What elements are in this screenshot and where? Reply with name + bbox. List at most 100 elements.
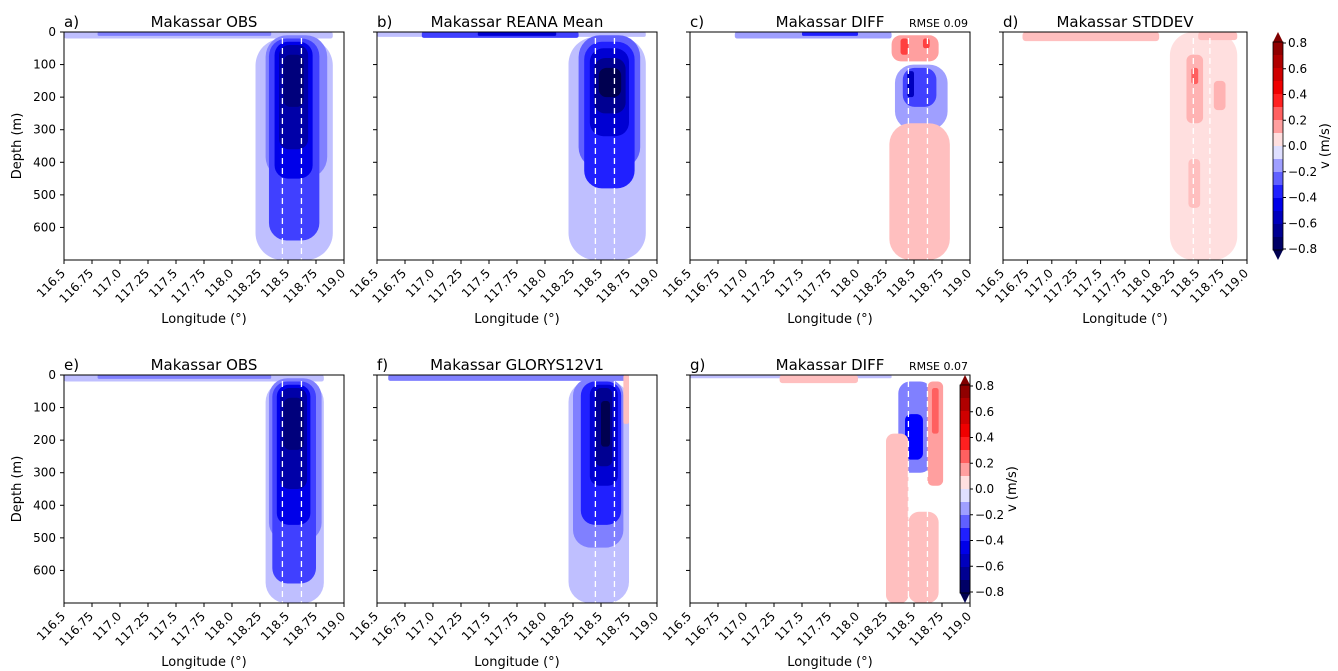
velocity-band <box>1186 54 1204 124</box>
rmse-annotation: RMSE 0.07 <box>909 360 968 373</box>
velocity-field <box>734 32 950 260</box>
y-tick-label: 400 <box>33 498 56 512</box>
colorbar-level <box>1273 224 1283 238</box>
colorbar-level <box>960 463 970 477</box>
colorbar-tick-label: −0.4 <box>975 534 1004 548</box>
panel-title: Makassar OBS <box>151 356 258 374</box>
y-tick-label: 200 <box>33 433 56 447</box>
panel-d: 116.5116.75117.0117.25117.5117.75118.011… <box>973 13 1251 327</box>
velocity-band <box>802 32 858 36</box>
colorbar-level <box>1273 159 1283 173</box>
colorbar-tick-label: −0.4 <box>1288 191 1317 205</box>
colorbar-tick-label: −0.2 <box>1288 165 1317 179</box>
panel-title: Makassar OBS <box>151 13 258 31</box>
velocity-band <box>1022 32 1160 42</box>
colorbar-level <box>960 398 970 412</box>
colorbar-tick-label: 0.6 <box>1288 62 1307 76</box>
colorbar-level <box>1273 211 1283 225</box>
velocity-band <box>97 32 272 36</box>
colorbar-level <box>1273 81 1283 95</box>
colorbar-tick-label: 0.4 <box>1288 88 1307 102</box>
colorbar-extend-max <box>960 375 970 385</box>
x-tick-label: 119.0 <box>627 609 661 643</box>
x-tick-label: 119.0 <box>940 266 974 300</box>
colorbar-level <box>960 554 970 568</box>
colorbar-level <box>1273 55 1283 69</box>
velocity-band <box>623 375 629 424</box>
colorbar-level <box>960 528 970 542</box>
velocity-band <box>931 388 939 434</box>
colorbar-level <box>960 502 970 516</box>
colorbar-tick-label: 0.4 <box>975 431 994 445</box>
velocity-field <box>377 32 646 260</box>
panel-title: Makassar GLORYS12V1 <box>430 356 604 374</box>
colorbar-level <box>960 476 970 490</box>
y-tick-label: 200 <box>33 90 56 104</box>
velocity-band <box>283 54 304 107</box>
colorbar-level <box>1273 146 1283 160</box>
panel-title: Makassar STDDEV <box>1056 13 1194 31</box>
colorbar-tick-label: 0.0 <box>975 482 994 496</box>
colorbar-level <box>960 580 970 594</box>
colorbar: 0.8 0.6 0.4 0.2 0.0 −0.2 −0.4 −0.6 −0.8 v (m/s) <box>959 375 1020 603</box>
velocity-band <box>891 35 939 62</box>
panel-letter: c) <box>690 13 704 31</box>
velocity-band <box>889 123 950 260</box>
panel-letter: a) <box>64 13 79 31</box>
x-tick-label: 119.0 <box>627 266 661 300</box>
panel-letter: b) <box>377 13 392 31</box>
y-tick-label: 0 <box>48 368 56 382</box>
velocity-band <box>886 433 909 603</box>
panel-title: Makassar DIFF <box>776 356 885 374</box>
panel-e: 0100200300400500600116.5116.75117.0117.2… <box>10 356 348 670</box>
x-tick-label: 119.0 <box>314 266 348 300</box>
x-axis-label: Longitude (°) <box>474 655 559 670</box>
panel-letter: e) <box>64 356 79 374</box>
panel-letter: g) <box>690 356 705 374</box>
colorbar-tick-label: 0.0 <box>1288 139 1307 153</box>
colorbar-tick-label: 0.2 <box>975 456 994 470</box>
y-tick-label: 300 <box>33 466 56 480</box>
colorbar-level <box>1273 133 1283 147</box>
panel-f: 116.5116.75117.0117.25117.5117.75118.011… <box>347 356 661 670</box>
colorbar-tick-label: −0.6 <box>975 559 1004 573</box>
velocity-band <box>1198 32 1238 41</box>
velocity-band <box>905 414 923 460</box>
colorbar-level <box>960 541 970 555</box>
velocity-band <box>1213 80 1226 111</box>
y-tick-label: 100 <box>33 401 56 415</box>
panel-b: 116.5116.75117.0117.25117.5117.75118.011… <box>347 13 661 327</box>
colorbar-level <box>960 424 970 438</box>
velocity-band <box>908 511 939 603</box>
velocity-band <box>1191 67 1199 85</box>
velocity-band <box>97 375 272 379</box>
y-tick-label: 500 <box>33 188 56 202</box>
colorbar-tick-label: 0.8 <box>1288 36 1307 50</box>
colorbar-tick-label: −0.8 <box>1288 242 1317 256</box>
velocity-field <box>64 375 324 603</box>
x-tick-label: 119.0 <box>314 609 348 643</box>
y-tick-label: 600 <box>33 220 56 234</box>
colorbar-level <box>960 515 970 529</box>
colorbar-level <box>1273 185 1283 199</box>
colorbar-tick-label: −0.8 <box>975 585 1004 599</box>
colorbar-label: v (m/s) <box>1318 123 1333 169</box>
colorbar-level <box>960 411 970 425</box>
x-axis-label: Longitude (°) <box>787 655 872 670</box>
x-tick-label: 119.0 <box>1217 266 1251 300</box>
colorbar-level <box>1273 107 1283 121</box>
velocity-band <box>598 67 622 98</box>
y-tick-label: 300 <box>33 123 56 137</box>
x-axis-label: Longitude (°) <box>161 655 246 670</box>
colorbar-tick-label: 0.6 <box>975 405 994 419</box>
velocity-band <box>1188 159 1201 208</box>
y-tick-label: 500 <box>33 531 56 545</box>
colorbar-level <box>1273 42 1283 56</box>
y-tick-label: 100 <box>33 58 56 72</box>
colorbar-tick-label: −0.2 <box>975 508 1004 522</box>
colorbar-level <box>960 450 970 464</box>
colorbar-level <box>1273 68 1283 82</box>
colorbar-level <box>1273 237 1283 251</box>
colorbar-extend-min <box>960 593 970 603</box>
x-axis-label: Longitude (°) <box>474 312 559 327</box>
